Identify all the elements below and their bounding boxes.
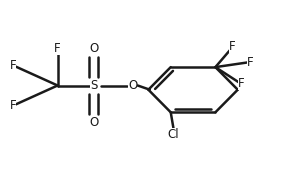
Text: F: F [247, 56, 253, 69]
Text: S: S [90, 79, 97, 92]
Text: F: F [10, 99, 16, 112]
Text: Cl: Cl [168, 128, 180, 141]
Text: F: F [54, 42, 61, 55]
Text: O: O [128, 79, 137, 92]
Text: F: F [229, 40, 236, 54]
Text: O: O [89, 116, 98, 129]
Text: F: F [10, 59, 16, 72]
Text: F: F [238, 77, 245, 90]
Text: O: O [89, 42, 98, 55]
